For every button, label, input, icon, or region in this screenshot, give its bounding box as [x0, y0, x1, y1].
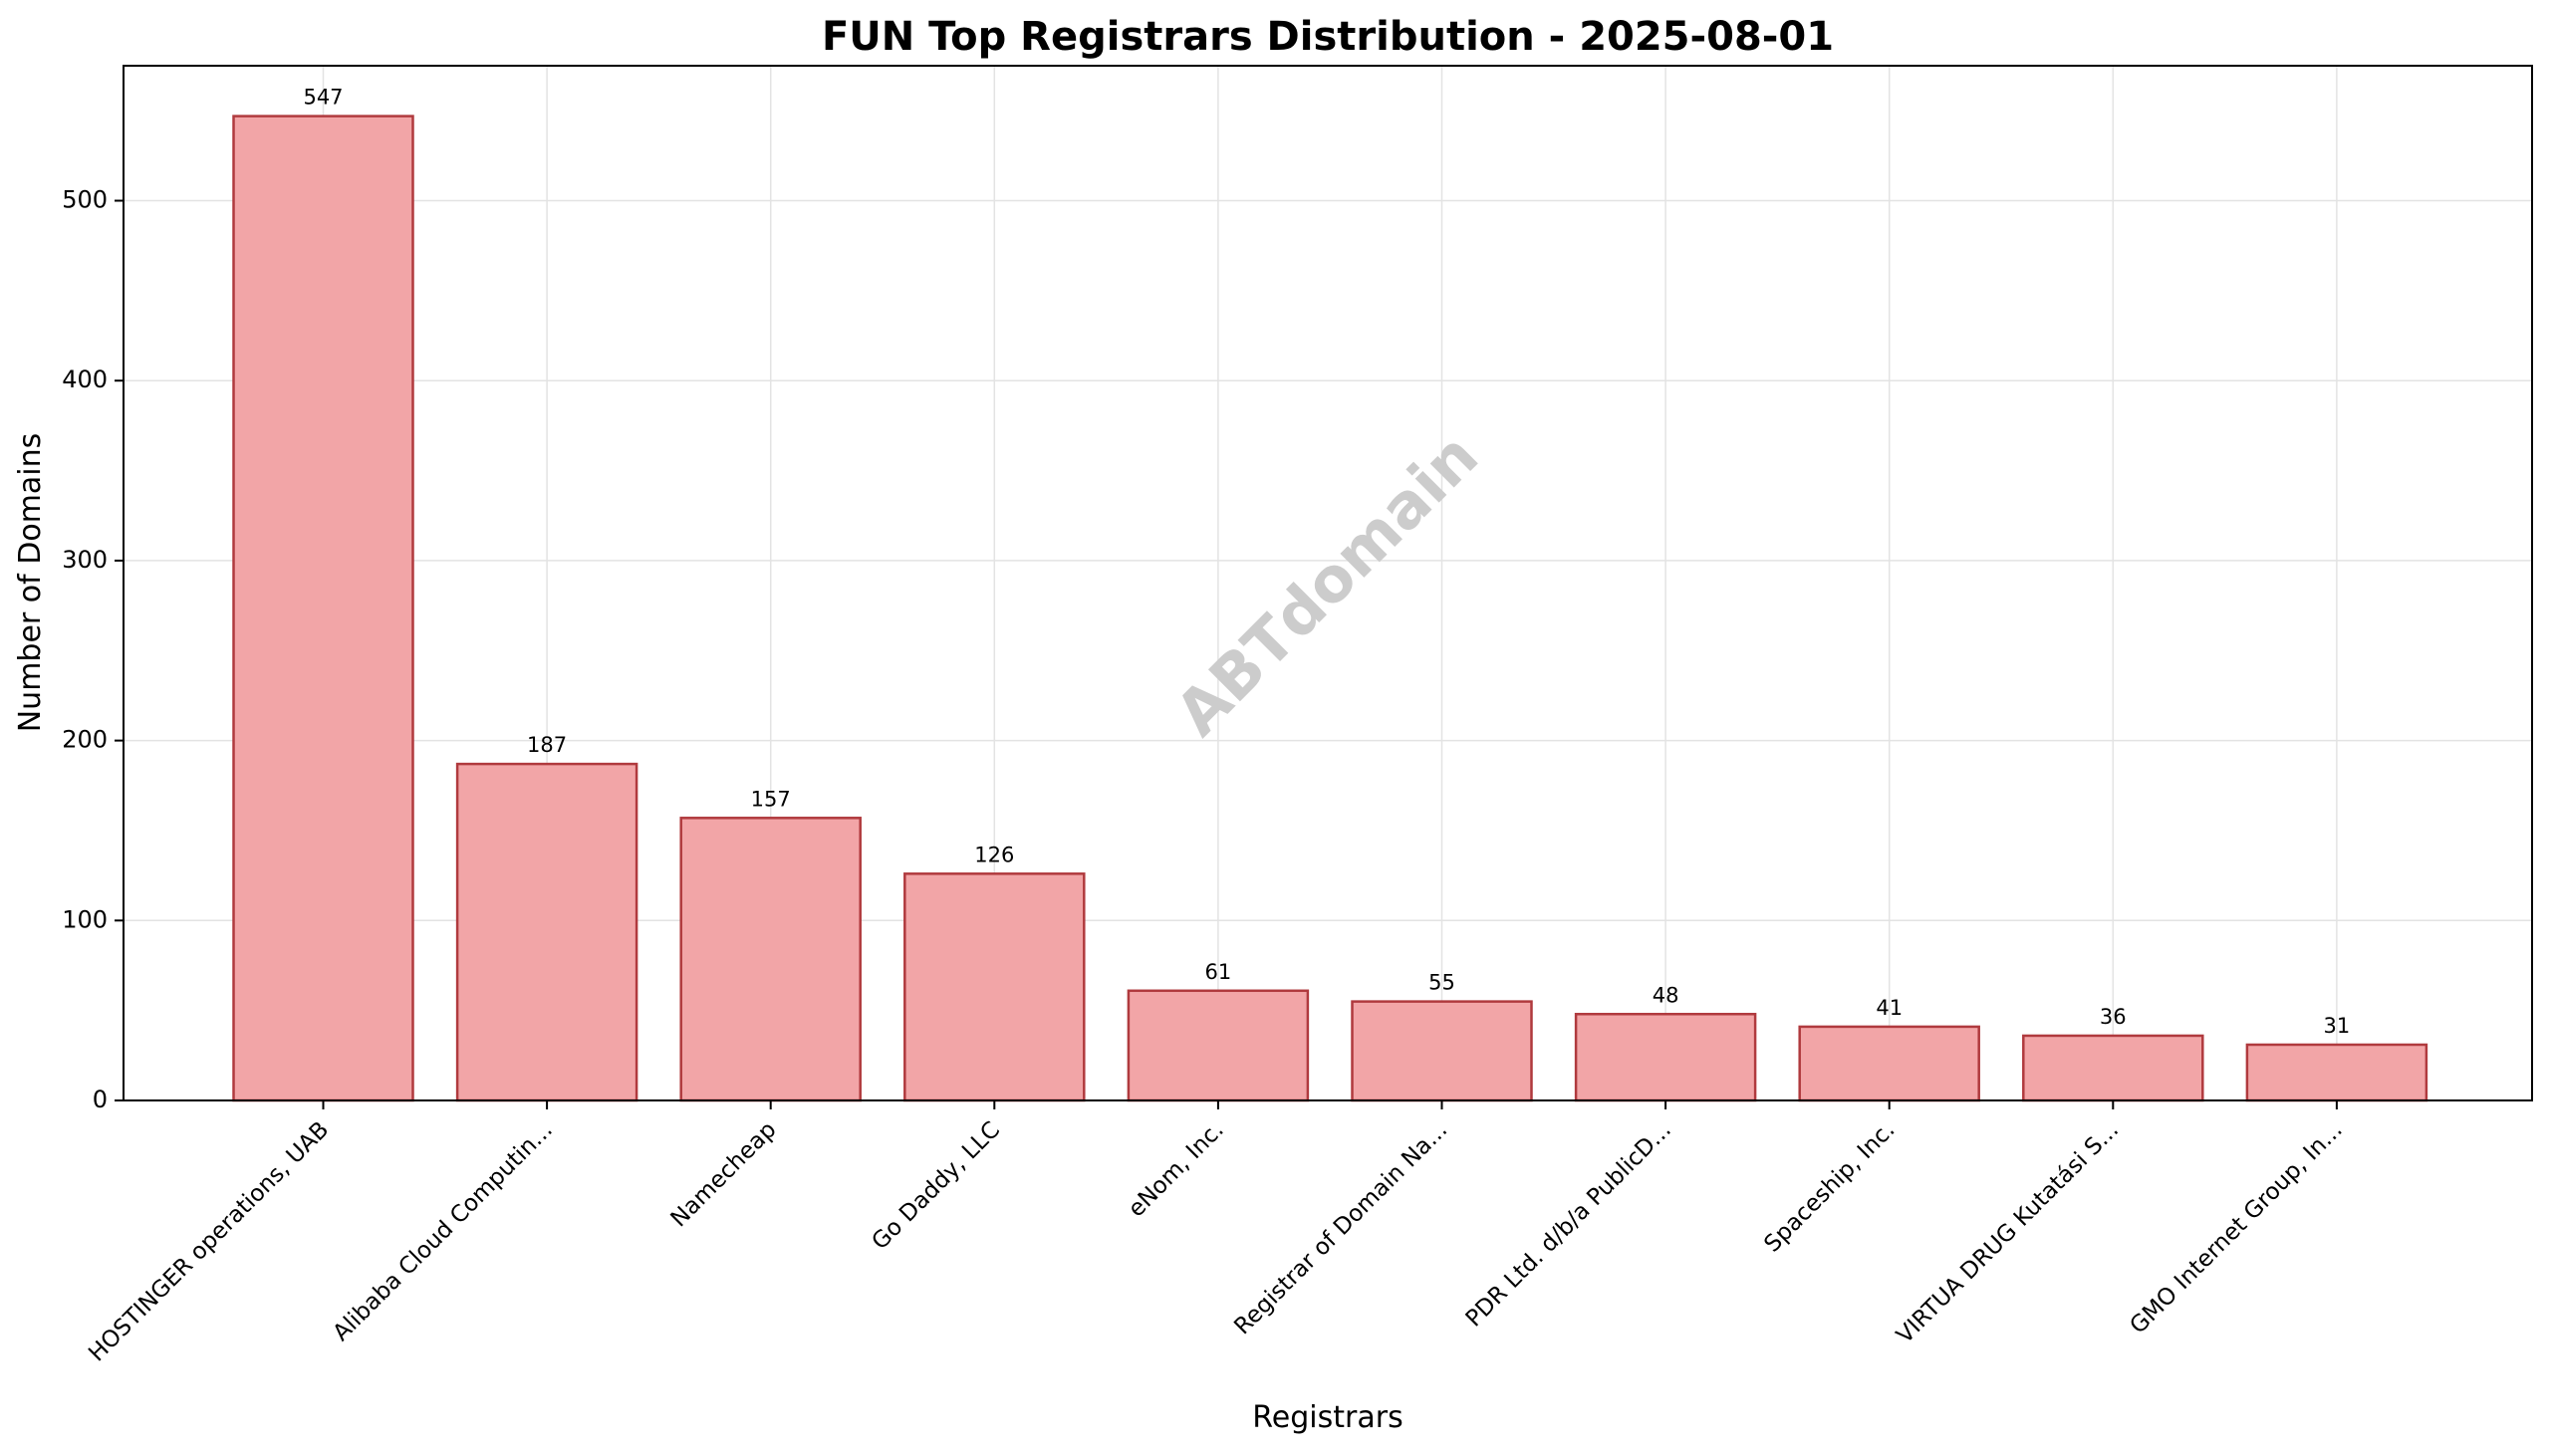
y-tick-label: 300 [62, 546, 108, 574]
y-tick-label: 100 [62, 905, 108, 933]
data-label: 157 [751, 787, 791, 811]
bar [2245, 1043, 2428, 1102]
x-tick-label: VIRTUA DRUG Kutatási S... [1892, 1116, 2124, 1348]
x-tick-label: Alibaba Cloud Computin... [329, 1116, 558, 1345]
x-tick-label: GMO Internet Group, In... [2126, 1116, 2348, 1338]
y-tick-label: 0 [93, 1086, 108, 1113]
x-tick-label: eNom, Inc. [1124, 1116, 1229, 1222]
data-label: 31 [2324, 1014, 2351, 1038]
x-tick-label: Spaceship, Inc. [1759, 1116, 1900, 1257]
y-tick-label: 500 [62, 186, 108, 214]
bar [455, 762, 638, 1102]
x-tick-label: Go Daddy, LLC [867, 1116, 1005, 1255]
data-label: 187 [527, 733, 567, 757]
data-label: 61 [1205, 960, 1232, 984]
grid-lines [124, 66, 2532, 1101]
data-label: 36 [2100, 1005, 2127, 1029]
x-tick-label: PDR Ltd. d/b/a PublicD... [1461, 1116, 1676, 1332]
bars [232, 115, 2428, 1102]
data-label: 55 [1428, 971, 1455, 995]
bar [2022, 1034, 2204, 1102]
chart-title: FUN Top Registrars Distribution - 2025-0… [822, 14, 1834, 60]
bar [1127, 989, 1310, 1102]
data-labels: 547 187 157 126 61 55 48 41 36 31 [303, 86, 2350, 1038]
x-tick-label: Namecheap [666, 1116, 782, 1232]
data-label: 547 [303, 86, 343, 110]
x-tick-label: HOSTINGER operations, UAB [84, 1116, 334, 1366]
bar [1574, 1013, 1757, 1102]
plot-frame [123, 65, 2533, 1101]
bar [1351, 1000, 1533, 1102]
x-tick-label: Registrar of Domain Na... [1229, 1116, 1452, 1339]
y-axis-ticks: 0 100 200 300 400 500 [62, 186, 124, 1113]
x-axis-label: Registrars [1252, 1400, 1402, 1435]
data-label: 48 [1653, 983, 1679, 1007]
bar [679, 817, 862, 1102]
bar [232, 115, 414, 1102]
y-tick-label: 400 [62, 365, 108, 393]
y-tick-label: 200 [62, 726, 108, 754]
data-label: 41 [1876, 996, 1903, 1020]
bar [903, 872, 1086, 1102]
y-axis-label: Number of Domains [13, 433, 48, 733]
bar [1798, 1025, 1980, 1102]
data-label: 126 [974, 843, 1014, 866]
